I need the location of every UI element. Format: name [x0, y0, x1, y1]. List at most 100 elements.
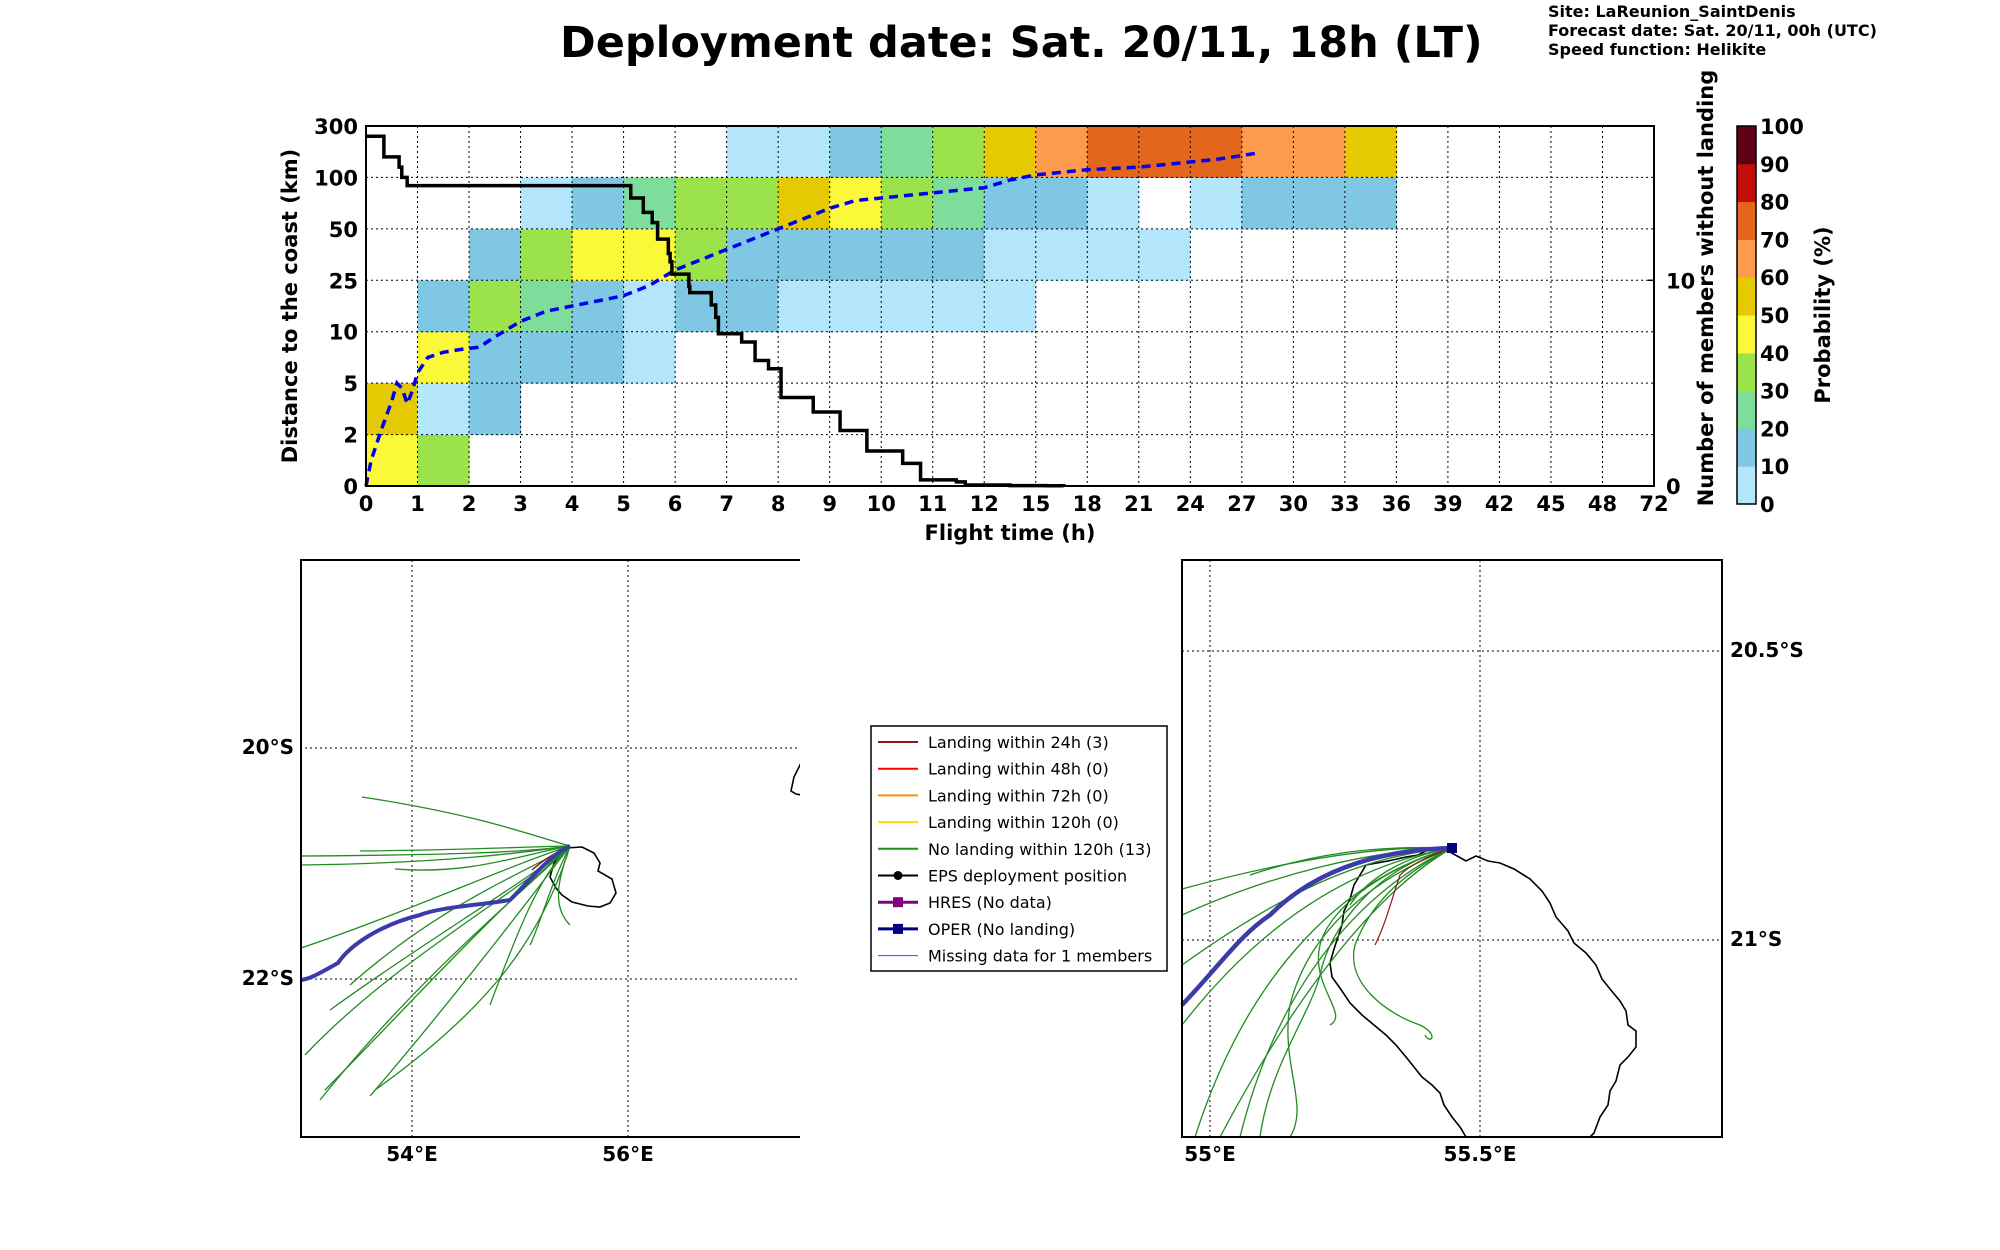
heatmap-cell — [520, 280, 573, 333]
x-axis-label: Flight time (h) — [925, 521, 1096, 545]
heatmap-cell — [1344, 126, 1397, 178]
colorbar-segment — [1737, 428, 1756, 467]
y-tick-label: 25 — [329, 269, 358, 293]
regional-map-tick-labels: 54°E 56°E 20°S 22°S — [242, 735, 654, 1165]
x-tick-label: 10 — [867, 492, 896, 516]
heatmap-cell — [1087, 228, 1140, 281]
member-trajectory — [361, 796, 571, 847]
map-y-tick-label: 20°S — [242, 735, 294, 759]
heatmap-cell — [1293, 177, 1346, 230]
reunion-coastline-west — [1329, 848, 1467, 1138]
x-tick-label: 11 — [918, 492, 947, 516]
y-tick-label: 10 — [329, 321, 358, 345]
legend-item: Landing within 72h (0) — [878, 786, 1109, 805]
heatmap-cell — [984, 280, 1037, 333]
heatmap-frame — [365, 125, 1655, 487]
map-x-tick-label: 56°E — [602, 1142, 654, 1165]
x-tick-label: 27 — [1227, 492, 1256, 516]
colorbar-tick-label: 80 — [1760, 191, 1789, 215]
zoom-map-frame — [1181, 559, 1723, 1138]
zoom-map[interactable]: 55°E 55.5°E 20.5°S 21°S — [1170, 545, 1830, 1165]
heatmap-cell — [1035, 177, 1088, 230]
heatmap-cell — [984, 228, 1037, 281]
map-y-tick-label: 21°S — [1730, 927, 1782, 951]
legend-label: Landing within 72h (0) — [928, 786, 1109, 805]
x-tick-label: 42 — [1485, 492, 1514, 516]
heatmap-cell — [366, 434, 419, 487]
heatmap-cell — [1087, 177, 1140, 230]
x-tick-label: 1 — [410, 492, 425, 516]
regional-map-frame — [300, 559, 800, 1138]
heatmap-cell — [932, 228, 985, 281]
members-without-landing-line — [366, 134, 1066, 488]
heatmap-cell — [623, 280, 676, 333]
member-trajectory — [359, 845, 571, 852]
heatmap-cell — [881, 177, 934, 230]
x-tick-label: 15 — [1021, 492, 1050, 516]
heatmap-cell — [417, 331, 470, 384]
legend-item: Landing within 24h (3) — [878, 733, 1109, 752]
page-title: Deployment date: Sat. 20/11, 18h (LT) — [560, 18, 1483, 68]
heatmap-cell — [1138, 228, 1191, 281]
x-tick-label: 21 — [1124, 492, 1153, 516]
heatmap-cells — [366, 126, 1397, 487]
map-x-tick-label: 54°E — [386, 1142, 438, 1165]
x-tick-labels: 0 1 2 3 4 5 6 7 8 9 10 11 12 15 18 21 24 27 30 33 36 39 42 45 48… — [359, 492, 1669, 516]
y2-tick-labels: 0 10 — [1648, 269, 1695, 499]
y-tick-label: 2 — [343, 424, 358, 448]
heatmap-cell — [726, 177, 779, 230]
x-tick-label: 0 — [359, 492, 374, 516]
heatmap-cell — [778, 126, 831, 178]
heatmap-cell — [881, 280, 934, 333]
y-tick-label: 100 — [314, 166, 358, 190]
colorbar-segment — [1737, 126, 1756, 165]
heatmap-cell — [778, 177, 831, 230]
colorbar-tick-label: 40 — [1760, 342, 1789, 366]
heatmap-cell — [417, 383, 470, 436]
y-tick-label: 5 — [343, 372, 358, 396]
regional-map-trajectories — [300, 796, 571, 1101]
member-trajectory — [489, 845, 571, 1006]
member-trajectory — [529, 845, 571, 946]
heatmap-cell — [572, 280, 625, 333]
heatmap-cell — [1241, 126, 1294, 178]
landing-trajectory — [1374, 847, 1453, 946]
x-tick-label: 39 — [1433, 492, 1462, 516]
member-trajectory — [1259, 847, 1453, 1138]
heatmap-cell — [572, 331, 625, 384]
member-trajectory — [1317, 847, 1453, 1026]
colorbar-tick-label: 90 — [1760, 153, 1789, 177]
heatmap-cell — [417, 280, 470, 333]
x-tick-label: 8 — [771, 492, 786, 516]
x-tick-label: 30 — [1279, 492, 1308, 516]
member-trajectory — [1349, 847, 1453, 906]
member-trajectory — [300, 845, 571, 857]
colorbar-segment — [1737, 163, 1756, 203]
y-tick-label: 50 — [329, 218, 358, 242]
y-tick-label: 300 — [314, 115, 358, 139]
x-tick-label: 72 — [1639, 492, 1668, 516]
colorbar-segment — [1737, 201, 1756, 240]
legend-label: Missing data for 1 members — [928, 947, 1152, 966]
x-tick-label: 45 — [1536, 492, 1565, 516]
heatmap-cell — [829, 177, 882, 230]
member-trajectory — [394, 845, 571, 871]
heatmap-cell — [520, 228, 573, 281]
heatmap-cell — [1035, 126, 1088, 178]
heatmap-cell — [778, 228, 831, 281]
member-trajectory — [1181, 847, 1453, 1026]
heatmap-cell — [1241, 177, 1294, 230]
member-trajectory — [1219, 847, 1453, 1138]
mauritius-island-shape — [790, 763, 800, 796]
site-info: Site: LaReunion_SaintDenis Forecast date… — [1548, 2, 1877, 59]
x-tick-label: 7 — [719, 492, 734, 516]
member-trajectory — [1287, 847, 1453, 1138]
oper-trajectory — [1180, 845, 1453, 1007]
heatmap-cell — [572, 228, 625, 281]
regional-map[interactable]: 54°E 56°E 20°S 22°S — [220, 545, 800, 1165]
map-y-tick-label: 22°S — [242, 966, 294, 990]
x-tick-label: 4 — [565, 492, 580, 516]
heatmap-cell — [366, 383, 419, 436]
oper-deployment-marker[interactable] — [1447, 843, 1457, 853]
